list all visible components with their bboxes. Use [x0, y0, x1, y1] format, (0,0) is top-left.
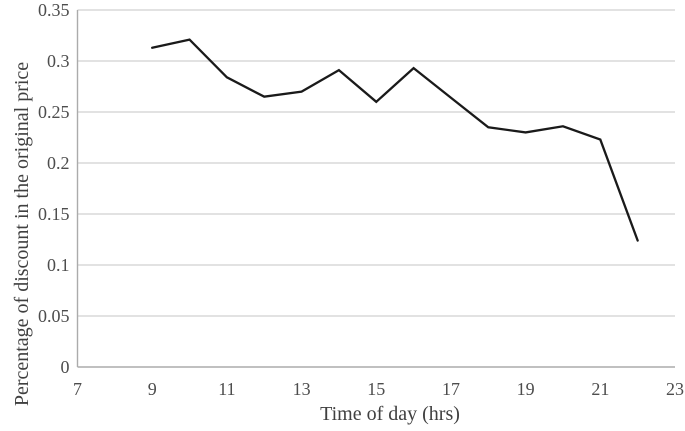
x-tick-label: 17	[442, 379, 460, 399]
y-tick-label: 0.35	[38, 0, 70, 20]
x-tick-label: 11	[218, 379, 235, 399]
y-tick-label: 0.1	[47, 255, 70, 275]
y-tick-label: 0	[61, 357, 70, 377]
x-tick-label: 15	[367, 379, 385, 399]
x-tick-label: 13	[293, 379, 311, 399]
y-tick-label: 0.15	[38, 204, 70, 224]
y-tick-label: 0.25	[38, 102, 70, 122]
y-tick-label: 0.2	[47, 153, 70, 173]
x-tick-label: 9	[148, 379, 157, 399]
x-tick-label: 21	[591, 379, 609, 399]
y-tick-label: 0.05	[38, 306, 70, 326]
x-tick-label: 19	[517, 379, 535, 399]
x-axis-title: Time of day (hrs)	[320, 403, 460, 425]
x-tick-label: 7	[73, 379, 82, 399]
discount-series-line	[151, 38, 639, 242]
x-tick-label: 23	[666, 379, 684, 399]
y-tick-label: 0.3	[47, 51, 70, 71]
y-axis-title: Percentage of discount in the original p…	[11, 61, 33, 407]
